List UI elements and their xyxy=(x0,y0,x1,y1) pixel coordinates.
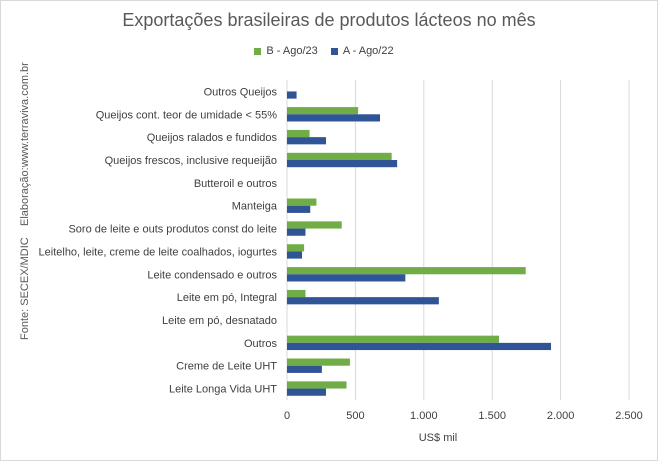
category-label: Leite condensado e outros xyxy=(147,269,277,281)
bar-series-a xyxy=(287,91,297,99)
category-label: Queijos frescos, inclusive requeijão xyxy=(105,155,277,167)
bar-series-b xyxy=(287,335,500,343)
legend-label-series-b: B - Ago/23 xyxy=(266,45,318,57)
bar-series-a xyxy=(287,365,322,373)
bar-series-b xyxy=(287,358,350,366)
legend-item-series-a: A - Ago/22 xyxy=(330,45,394,57)
legend: B - Ago/23 A - Ago/22 xyxy=(0,45,658,57)
x-tick-label: 1.500 xyxy=(478,410,506,422)
legend-item-series-b: B - Ago/23 xyxy=(254,45,318,57)
bar-series-a xyxy=(287,297,439,305)
category-label: Leite em pó, desnatado xyxy=(162,315,277,327)
x-tick-label: 0 xyxy=(284,410,290,422)
bar-series-a xyxy=(287,251,303,259)
legend-label-series-a: A - Ago/22 xyxy=(342,45,394,57)
bar-series-b xyxy=(287,221,342,229)
bar-series-b xyxy=(287,267,526,275)
bar-series-a xyxy=(287,114,381,122)
bar-series-a xyxy=(287,137,326,145)
bar-series-b xyxy=(287,381,347,389)
category-label: Outros Queijos xyxy=(204,86,278,98)
category-label: Manteiga xyxy=(232,201,278,213)
bar-series-b xyxy=(287,152,392,160)
category-label: Queijos cont. teor de umidade < 55% xyxy=(96,109,278,121)
category-label: Leitelho, leite, creme de leite coalhado… xyxy=(39,246,278,258)
legend-swatch-series-b xyxy=(254,47,262,55)
category-label: Soro de leite e outs produtos const do l… xyxy=(68,224,277,236)
bar-series-b xyxy=(287,289,306,298)
bar-series-a xyxy=(287,342,552,351)
bar-series-b xyxy=(287,129,310,138)
bar-series-a xyxy=(287,205,311,213)
category-label: Queijos ralados e fundidos xyxy=(147,132,278,144)
bar-series-a xyxy=(287,388,326,396)
bar-series-a xyxy=(287,274,406,282)
x-tick-label: 500 xyxy=(346,410,364,422)
x-tick-label: 2.500 xyxy=(615,410,643,422)
x-tick-label: 1.000 xyxy=(410,410,438,422)
bar-series-a xyxy=(287,160,398,168)
bar-series-b xyxy=(287,244,305,252)
category-label: Butteroil e outros xyxy=(194,178,278,190)
category-label: Leite Longa Vida UHT xyxy=(169,384,277,396)
chart-title: Exportações brasileiras de produtos láct… xyxy=(122,10,536,30)
legend-swatch-series-a xyxy=(330,47,338,55)
category-label: Outros xyxy=(244,338,278,350)
bar-series-a xyxy=(287,228,306,236)
bar-series-b xyxy=(287,198,317,206)
bar-series-b xyxy=(287,107,359,115)
x-axis-title: US$ mil xyxy=(419,432,458,444)
category-label: Creme de Leite UHT xyxy=(176,361,277,373)
category-label: Leite em pó, Integral xyxy=(177,292,277,304)
x-tick-label: 2.000 xyxy=(547,410,575,422)
